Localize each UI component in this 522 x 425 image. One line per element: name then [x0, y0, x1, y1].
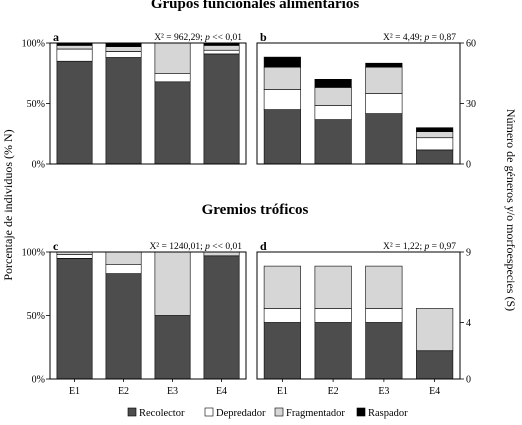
x-tick-label: E2	[328, 386, 339, 397]
bar-segment-fragmentador-e1	[263, 265, 301, 309]
x-tick-label: E3	[378, 386, 389, 397]
x-tick-label: E3	[167, 386, 178, 397]
bar-segment-recolector-e4	[203, 255, 240, 380]
chi-square-statistic: X² = 962,29; p << 0,01	[154, 33, 242, 43]
bar-segment-fragmentador-e3	[365, 66, 403, 94]
bar-segment-recolector-e1	[263, 322, 301, 380]
section-title-bottom: Gremios tróficos	[202, 202, 309, 218]
legend-swatch-fragmentador	[274, 407, 284, 417]
bar-segment-depredador-e1	[56, 48, 93, 62]
plot-frame	[256, 251, 461, 380]
bar-segment-depredador-e4	[203, 49, 240, 55]
bar-segment-recolector-e4	[416, 350, 454, 380]
y-tick-label: 60	[466, 39, 476, 50]
chi-square-statistic: X² = 1,22; p = 0,97	[383, 242, 456, 252]
bar-segment-fragmentador-e1	[56, 45, 93, 50]
bar-segment-fragmentador-e3	[154, 42, 191, 74]
bar-segment-fragmentador-e2	[105, 46, 142, 52]
bar-segment-recolector-e2	[314, 119, 352, 165]
y-tick-label: 100%	[22, 248, 45, 259]
bar-segment-fragmentador-e4	[203, 45, 240, 51]
legend-swatch-depredador	[204, 407, 214, 417]
bar-segment-raspador-e3	[365, 62, 403, 68]
chi-square-statistic: X² = 1240,01; p << 0,01	[149, 242, 242, 252]
bar-segment-depredador-e2	[105, 51, 142, 58]
bar-segment-depredador-e2	[314, 308, 352, 323]
bar-segment-depredador-e3	[365, 93, 403, 114]
bar-segment-recolector-e1	[56, 60, 93, 165]
y-tick-label: 0%	[32, 160, 45, 171]
bar-segment-recolector-e1	[263, 109, 301, 165]
bar-segment-depredador-e4	[416, 137, 454, 151]
bar-segment-depredador-e3	[365, 308, 403, 323]
chart-panels: 0% 50% 100% a X² = 962,29; p << 0,01 0 30 60 b X²…	[22, 30, 476, 397]
bar-segment-recolector-e3	[154, 315, 191, 380]
bar-segment-fragmentador-e2	[105, 251, 142, 265]
x-tick-label: E1	[277, 386, 288, 397]
bar-segment-raspador-e1	[263, 56, 301, 68]
chi-square-statistic: X² = 4,49; p = 0,87	[383, 33, 456, 43]
bar-segment-recolector-e2	[314, 322, 352, 380]
panel-letter: b	[260, 30, 267, 44]
bar-segment-depredador-e2	[105, 264, 142, 274]
bar-segment-recolector-e4	[203, 53, 240, 165]
bar-segment-depredador-e1	[263, 89, 301, 110]
y-tick-label: 100%	[22, 39, 45, 50]
legend-swatch-recolector	[127, 407, 137, 417]
bar-segment-depredador-e1	[56, 254, 93, 259]
x-tick-label: E4	[216, 386, 227, 397]
y-axis-label-right: Número de géneros y/o morfoespecies (S)	[504, 109, 518, 311]
bar-segment-depredador-e3	[154, 73, 191, 83]
y-tick-label: 50%	[27, 99, 45, 110]
bar-segment-recolector-e4	[416, 149, 454, 165]
y-tick-label: 0	[466, 160, 471, 171]
y-tick-label: 0%	[32, 375, 45, 386]
bar-segment-raspador-e4	[416, 127, 454, 132]
bar-segment-depredador-e2	[314, 105, 352, 120]
legend-swatch-raspador	[356, 407, 366, 417]
y-tick-label: 30	[466, 99, 476, 110]
bar-segment-fragmentador-e4	[203, 251, 240, 257]
bar-segment-recolector-e3	[365, 113, 403, 165]
bar-segment-depredador-e1	[263, 308, 301, 323]
bar-segment-raspador-e2	[314, 79, 352, 88]
bar-segment-fragmentador-e4	[416, 308, 454, 351]
bar-segment-raspador-e2	[105, 42, 142, 47]
section-title-top: Grupos funcionales alimentarios	[151, 0, 360, 12]
panel-letter: a	[53, 30, 59, 44]
panel-letter: d	[260, 239, 267, 253]
panel-b: 0 30 60 b X² = 4,49; p = 0,87	[256, 30, 476, 171]
bar-segment-recolector-e1	[56, 258, 93, 380]
panel-c: E1 E2 E3 E4 0% 50% 100% c X² = 1240,01; p << 0,0…	[22, 239, 247, 397]
bar-segment-recolector-e2	[105, 57, 142, 165]
panel-letter: c	[53, 239, 59, 253]
bar-segment-recolector-e3	[365, 322, 403, 380]
x-tick-label: E1	[69, 386, 80, 397]
bar-segment-recolector-e2	[105, 273, 142, 380]
bar-segment-fragmentador-e3	[154, 251, 191, 316]
y-tick-label: 9	[466, 248, 471, 259]
x-tick-label: E4	[429, 386, 440, 397]
legend-label-fragmentador: Fragmentador	[286, 408, 345, 419]
legend-label-raspador: Raspador	[368, 408, 408, 419]
bar-segment-fragmentador-e3	[365, 265, 403, 309]
legend: Recolector Depredador Fragmentador Raspador	[127, 407, 408, 419]
y-tick-label: 4	[466, 318, 471, 329]
legend-label-depredador: Depredador	[216, 408, 266, 419]
y-axis-label-left: Porcentaje de individuos (% N)	[1, 129, 15, 280]
panel-d: E1 E2 E3 E4 0 4 9 d X² = 1,22; p = 0,97	[256, 239, 471, 397]
bar-segment-recolector-e3	[154, 81, 191, 165]
bar-segment-fragmentador-e2	[314, 87, 352, 106]
panel-a: 0% 50% 100% a X² = 962,29; p << 0,01	[22, 30, 247, 171]
bar-segment-fragmentador-e1	[263, 66, 301, 90]
x-tick-label: E2	[118, 386, 129, 397]
legend-label-recolector: Recolector	[139, 408, 185, 419]
y-tick-label: 0	[466, 375, 471, 386]
y-tick-label: 50%	[27, 311, 45, 322]
bar-segment-fragmentador-e2	[314, 265, 352, 309]
bar-segment-fragmentador-e4	[416, 131, 454, 138]
